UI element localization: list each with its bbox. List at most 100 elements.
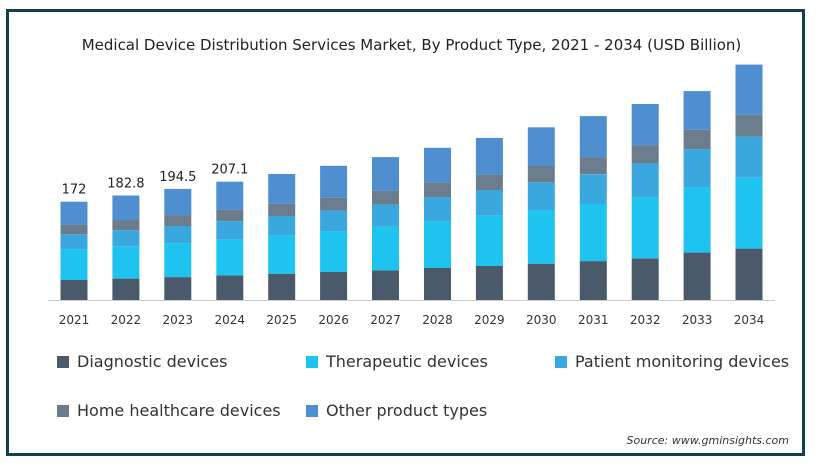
legend-swatch [555,355,567,368]
bar-segment-2034-diagnostic-devices [735,248,763,300]
bar-segment-2024-other-product-types [216,181,244,210]
bar-segment-2033-home-healthcare-devices [683,129,711,150]
x-tick-label-2028: 2028 [422,313,453,327]
x-tick-label-2024: 2024 [215,313,246,327]
bar-segment-2022-diagnostic-devices [112,278,140,300]
legend-item-patient-monitoring-devices: Patient monitoring devices [555,352,789,371]
bar-segment-2029-home-healthcare-devices [475,174,503,190]
bar-segment-2026-patient-monitoring-devices [320,210,348,232]
legend-label: Other product types [326,401,488,420]
bar-segment-2030-other-product-types [527,127,555,166]
bar-segment-2024-home-healthcare-devices [216,209,244,222]
bar-segment-2029-diagnostic-devices [475,266,503,300]
bar-segment-2026-diagnostic-devices [320,272,348,300]
bar-segment-2034-patient-monitoring-devices [735,136,763,178]
total-label-2024: 207.1 [211,163,248,178]
x-tick-label-2031: 2031 [578,313,609,327]
bar-segment-2022-patient-monitoring-devices [112,230,140,247]
bar-segment-2021-diagnostic-devices [60,280,88,300]
bar-segment-2024-patient-monitoring-devices [216,221,244,240]
legend-item-other-product-types: Other product types [306,401,487,420]
bar-segment-2021-home-healthcare-devices [60,224,88,235]
bar-segment-2023-patient-monitoring-devices [164,226,192,244]
x-tick-label-2022: 2022 [111,313,142,327]
bar-segment-2034-other-product-types [735,64,763,115]
bar-segment-2028-patient-monitoring-devices [424,197,451,222]
total-label-2022: 182.8 [107,177,144,192]
bar-segment-2030-therapeutic-devices [527,210,555,264]
bar-segment-2022-home-healthcare-devices [112,220,140,231]
x-tick-label-2025: 2025 [266,313,297,327]
x-tick-label-2034: 2034 [734,313,765,327]
bar-segment-2030-home-healthcare-devices [527,166,555,183]
source-note: Source: www.gminsights.com [626,434,789,447]
legend-label: Home healthcare devices [77,401,281,420]
legend-label: Diagnostic devices [77,352,228,371]
bar-segment-2034-therapeutic-devices [735,177,763,249]
bar-segment-2033-other-product-types [683,91,711,130]
bar-segment-2026-therapeutic-devices [320,231,348,272]
bar-segment-2028-other-product-types [424,147,451,183]
bar-segment-2021-patient-monitoring-devices [60,234,88,250]
bar-segment-2027-patient-monitoring-devices [372,204,399,227]
bar-segment-2023-home-healthcare-devices [164,215,192,226]
x-tick-label-2023: 2023 [163,313,194,327]
x-tick-label-2030: 2030 [526,313,557,327]
bar-segment-2031-home-healthcare-devices [579,157,607,175]
bar-segment-2026-home-healthcare-devices [320,197,348,211]
bar-segment-2029-other-product-types [475,137,503,175]
legend-label: Patient monitoring devices [575,352,790,371]
bar-segment-2027-home-healthcare-devices [372,190,399,205]
legend-item-therapeutic-devices: Therapeutic devices [306,352,488,371]
bar-segment-2029-therapeutic-devices [475,215,503,266]
bar-segment-2024-therapeutic-devices [216,239,244,276]
x-tick-label-2021: 2021 [59,313,90,327]
bar-segment-2033-therapeutic-devices [683,187,711,253]
bar-segment-2027-diagnostic-devices [372,270,399,300]
bar-segment-2024-diagnostic-devices [216,275,244,300]
bar-segment-2027-therapeutic-devices [372,226,399,271]
bar-segment-2028-diagnostic-devices [424,268,451,300]
legend-label: Therapeutic devices [326,352,488,371]
total-label-2021: 172 [62,183,87,198]
bar-segment-2023-other-product-types [164,188,192,216]
bar-segment-2032-home-healthcare-devices [631,145,659,164]
bar-segment-2032-patient-monitoring-devices [631,163,659,198]
x-tick-label-2026: 2026 [318,313,349,327]
bar-segment-2022-other-product-types [112,195,140,220]
bar-segment-2026-other-product-types [320,165,348,198]
bar-segment-2023-diagnostic-devices [164,277,192,300]
legend-item-home-healthcare-devices: Home healthcare devices [57,401,281,420]
legend-swatch [306,355,318,368]
bar-segment-2028-therapeutic-devices [424,221,451,268]
bar-segment-2025-patient-monitoring-devices [268,216,296,236]
bar-segment-2021-therapeutic-devices [60,249,88,280]
bar-segment-2032-diagnostic-devices [631,258,659,300]
legend-item-diagnostic-devices: Diagnostic devices [57,352,227,371]
bar-segment-2021-other-product-types [60,201,88,225]
x-tick-label-2029: 2029 [474,313,505,327]
bar-segment-2030-patient-monitoring-devices [527,182,555,210]
x-tick-label-2032: 2032 [630,313,661,327]
bar-segment-2023-therapeutic-devices [164,243,192,278]
x-tick-label-2027: 2027 [370,313,401,327]
bar-segment-2030-diagnostic-devices [527,263,555,300]
bar-segment-2025-home-healthcare-devices [268,203,296,216]
bar-segment-2032-therapeutic-devices [631,197,659,259]
bar-segment-2033-patient-monitoring-devices [683,149,711,188]
bar-segment-2025-diagnostic-devices [268,273,296,300]
bar-segment-2022-therapeutic-devices [112,246,140,279]
bar-segment-2029-patient-monitoring-devices [475,190,503,216]
legend-swatch [306,404,318,417]
total-label-2023: 194.5 [159,170,196,185]
bar-segment-2031-therapeutic-devices [579,204,607,262]
legend-swatch [57,404,69,417]
bar-segment-2027-other-product-types [372,157,399,191]
bar-segment-2028-home-healthcare-devices [424,182,451,198]
x-tick-label-2033: 2033 [682,313,713,327]
bar-segment-2033-diagnostic-devices [683,252,711,300]
chart-title: Medical Device Distribution Services Mar… [81,36,742,54]
bar-segment-2034-home-healthcare-devices [735,114,763,137]
bar-segment-2025-other-product-types [268,174,296,204]
